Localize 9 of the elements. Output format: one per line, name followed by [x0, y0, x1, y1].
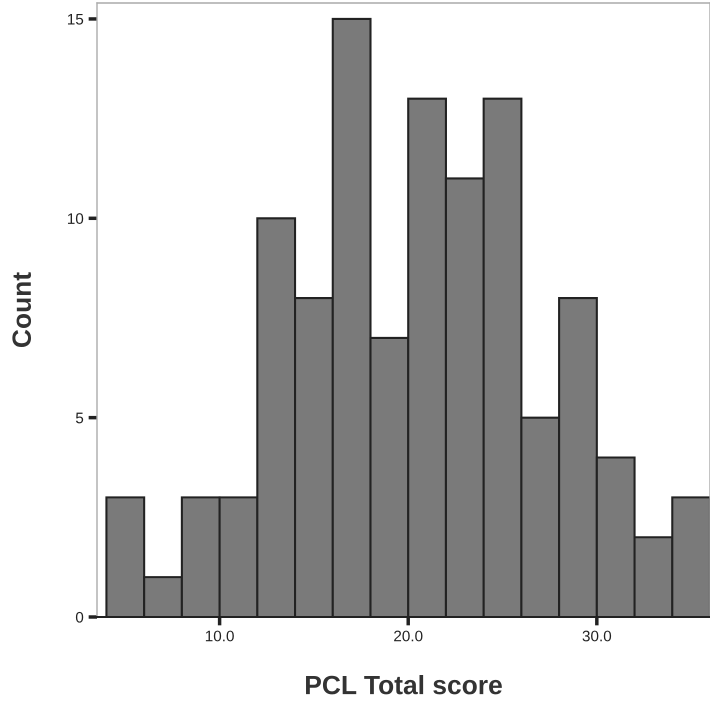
y-tick-label: 0	[76, 612, 84, 623]
y-tick-label: 5	[76, 412, 84, 424]
x-tick-label: 20.0	[394, 630, 422, 642]
x-tick-label: 10.0	[206, 630, 234, 642]
y-tick-label: 15	[68, 14, 84, 25]
x-tick-label: 30.0	[582, 630, 612, 642]
y-tick-label: 10	[68, 213, 84, 224]
x-axis-title: PCL Total score	[306, 674, 502, 694]
y-axis-title: Count	[12, 272, 32, 348]
